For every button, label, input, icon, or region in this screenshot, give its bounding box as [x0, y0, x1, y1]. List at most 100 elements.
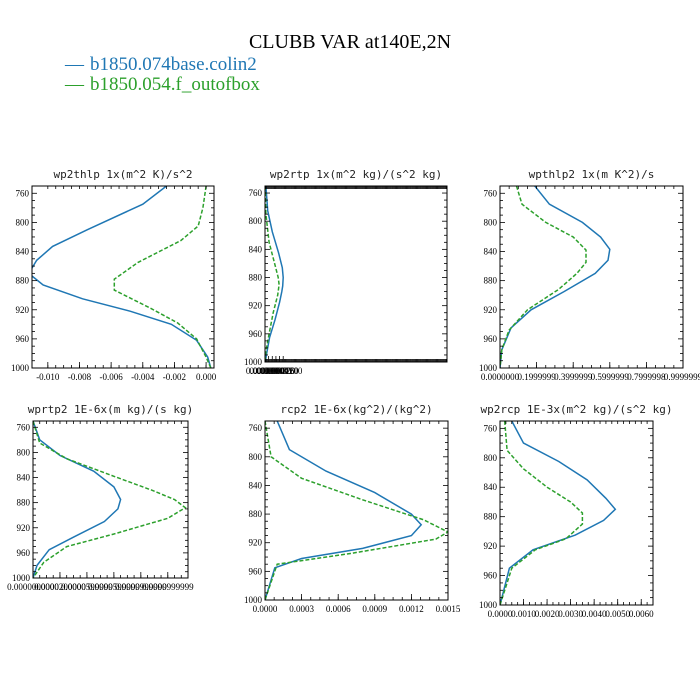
- x-tick-label: 0.0030: [558, 609, 583, 619]
- plot-frame: [499, 185, 684, 369]
- x-tick-label: 0.0000: [253, 604, 278, 614]
- panel-title: wp2rcp 1E-3x(m^2 kg)/(s^2 kg): [480, 403, 672, 416]
- y-tick-label: 1000: [479, 363, 498, 373]
- y-tick-label: 1000: [244, 357, 263, 367]
- y-tick-label: 1000: [11, 363, 30, 373]
- x-tick-label: 0.9999999: [664, 372, 700, 382]
- y-tick-label: 840: [249, 244, 263, 254]
- x-tick-label: 0.0000120: [257, 366, 296, 376]
- y-tick-label: 1000: [12, 573, 31, 583]
- x-tick-label: 0.0000200000: [34, 582, 86, 592]
- x-tick-label: 0.0000999999: [142, 582, 194, 592]
- y-tick-label: 920: [484, 541, 498, 551]
- y-tick-label: 960: [17, 548, 31, 558]
- panel-title: wp2thlp 1x(m^2 K)/s^2: [53, 168, 192, 181]
- x-tick-label: 0.0060: [629, 609, 654, 619]
- x-tick-label: 0.0000999999: [115, 582, 167, 592]
- y-tick-label: 840: [17, 473, 31, 483]
- x-tick-label: 0.5999999: [591, 372, 630, 382]
- y-tick-label: 760: [17, 422, 31, 432]
- x-tick-label: 0.0000: [488, 609, 513, 619]
- y-tick-label: 760: [16, 188, 30, 198]
- x-tick-label: 0.0009: [362, 604, 387, 614]
- y-tick-label: 960: [249, 329, 263, 339]
- x-tick-label: 0.0000160: [260, 366, 299, 376]
- chart-panel-5: rcp2 1E-6x(kg^2)/(kg^2) 760 800 840 880 920 96…: [244, 403, 461, 614]
- plot-frame: [264, 185, 448, 363]
- y-tick-label: 800: [249, 452, 263, 462]
- series-line-b1850-074base-colin2: [265, 186, 284, 362]
- series-line-b1850-074base-colin2: [32, 186, 212, 368]
- chart-panel-1: wp2thlp 1x(m^2 K)/s^2 760 800 840 880 920 960 1…: [11, 168, 217, 382]
- figure-title: CLUBB VAR at140E,2N: [249, 31, 451, 53]
- series-line-b1850-054-f-outofbox: [265, 186, 280, 362]
- series-line-b1850-074base-colin2: [33, 421, 122, 578]
- y-tick-label: 840: [484, 247, 498, 257]
- y-tick-label: 920: [249, 538, 263, 548]
- y-tick-label: 880: [16, 276, 30, 286]
- chart-panel-3: wpthlp2 1x(m K^2)/s 760 800 840 880 920 960 100…: [479, 168, 700, 382]
- y-tick-label: 760: [484, 188, 498, 198]
- y-tick-label: 920: [16, 305, 30, 315]
- legend-entry-1: — b1850.074base.colin2: [64, 54, 257, 75]
- x-tick-label: 0.0000000: [481, 372, 520, 382]
- x-tick-label: 0.7999998: [627, 372, 666, 382]
- x-tick-label: -0.004: [131, 372, 155, 382]
- x-tick-label: 0.0000200: [264, 366, 303, 376]
- y-tick-label: 880: [249, 509, 263, 519]
- plot-frame: [32, 420, 189, 579]
- y-tick-label: 880: [484, 276, 498, 286]
- x-tick-label: 0.0012: [399, 604, 424, 614]
- x-tick-label: 0.0006: [326, 604, 351, 614]
- series-line-b1850-054-f-outofbox: [113, 186, 212, 368]
- y-tick-label: 840: [249, 480, 263, 490]
- legend-label: b1850.074base.colin2: [90, 54, 257, 75]
- y-tick-label: 920: [484, 305, 498, 315]
- panels: wp2thlp 1x(m^2 K)/s^2 760 800 840 880 920 960 1…: [7, 168, 700, 619]
- y-tick-label: 960: [16, 334, 30, 344]
- y-tick-label: 960: [484, 571, 498, 581]
- y-tick-label: 800: [17, 447, 31, 457]
- x-tick-label: 0.0015: [436, 604, 461, 614]
- y-tick-label: 1000: [479, 600, 498, 610]
- series-line-b1850-074base-colin2: [500, 421, 617, 605]
- x-tick-label: 0.0000080: [253, 366, 292, 376]
- x-tick-label: 0.0040: [582, 609, 607, 619]
- y-tick-label: 800: [484, 453, 498, 463]
- x-tick-label: 0.0020: [535, 609, 560, 619]
- x-tick-label: 0.0003: [289, 604, 314, 614]
- panel-title: wp2rtp 1x(m^2 kg)/(s^2 kg): [270, 168, 442, 181]
- x-tick-label: 0.0050: [605, 609, 630, 619]
- plot-frame: [264, 420, 449, 601]
- chart-panel-6: wp2rcp 1E-3x(m^2 kg)/(s^2 kg) 760 800 840 88…: [479, 403, 673, 619]
- legend-entry-2: — b1850.054.f_outofbox: [64, 74, 260, 95]
- series-line-b1850-074base-colin2: [265, 421, 423, 600]
- legend-marker: —: [64, 74, 85, 95]
- x-tick-label: -0.010: [36, 372, 60, 382]
- series-line-b1850-054-f-outofbox: [33, 421, 187, 578]
- y-tick-label: 760: [249, 423, 263, 433]
- legend-marker: —: [64, 54, 85, 75]
- x-tick-label: 0.0000599999: [61, 582, 113, 592]
- legend-label: b1850.054.f_outofbox: [90, 74, 260, 95]
- x-tick-label: 0.0000000: [246, 366, 285, 376]
- y-tick-label: 1000: [244, 595, 263, 605]
- x-tick-label: 0.000: [196, 372, 217, 382]
- y-tick-label: 800: [16, 217, 30, 227]
- y-tick-label: 840: [16, 247, 30, 257]
- y-tick-label: 800: [484, 217, 498, 227]
- legend: — b1850.074base.colin2— b1850.054.f_outofb…: [64, 54, 260, 95]
- y-tick-label: 760: [249, 188, 263, 198]
- series-line-b1850-054-f-outofbox: [500, 186, 587, 368]
- y-tick-label: 960: [484, 334, 498, 344]
- y-tick-label: 840: [484, 482, 498, 492]
- plot-frame: [31, 185, 215, 369]
- series-line-b1850-054-f-outofbox: [265, 421, 448, 600]
- x-tick-label: -0.008: [68, 372, 92, 382]
- y-tick-label: 880: [484, 512, 498, 522]
- x-tick-label: 0.1999999: [517, 372, 556, 382]
- chart-panel-2: wp2rtp 1x(m^2 kg)/(s^2 kg) 760 800 840 880 92…: [244, 168, 448, 376]
- x-tick-label: 0.0000040: [250, 366, 289, 376]
- x-tick-label: 0.0010: [511, 609, 536, 619]
